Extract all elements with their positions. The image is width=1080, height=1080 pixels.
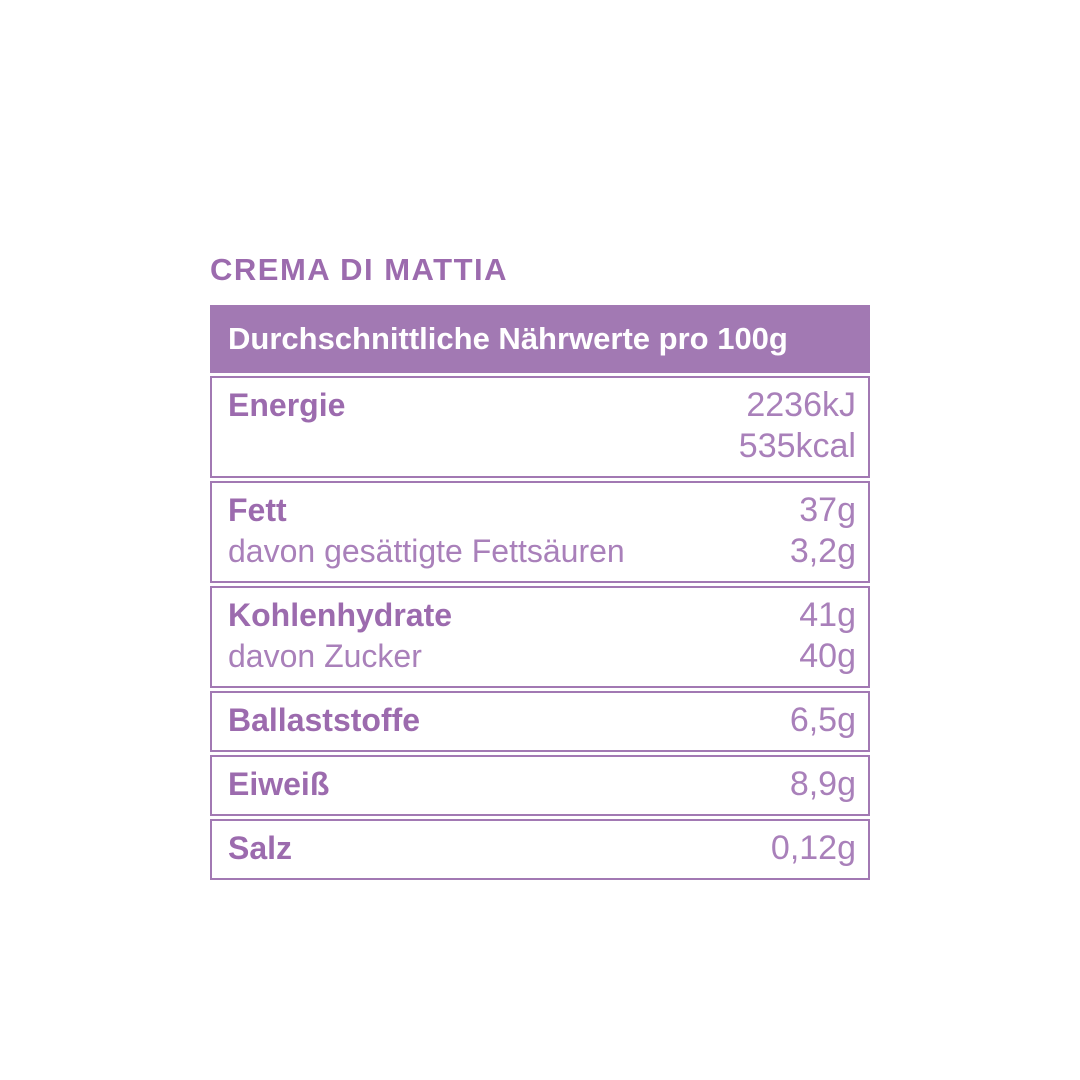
row-line: Energie 2236kJ bbox=[228, 385, 856, 426]
row-line: Salz 0,12g bbox=[228, 828, 856, 869]
row-line: Ballaststoffe 6,5g bbox=[228, 700, 856, 741]
nutrient-label: Ballaststoffe bbox=[228, 702, 421, 738]
nutrient-label: Eiweiß bbox=[228, 766, 330, 802]
row-kohlenhydrate: Kohlenhydrate 41g davon Zucker 40g bbox=[210, 586, 870, 688]
nutrient-value: 2236kJ bbox=[746, 386, 856, 424]
nutrient-label: Salz bbox=[228, 830, 293, 866]
row-line: 535kcal bbox=[228, 426, 856, 467]
nutrition-label: CREMA DI MATTIA Durchschnittliche Nährwe… bbox=[210, 252, 870, 880]
table-header: Durchschnittliche Nährwerte pro 100g bbox=[210, 305, 870, 373]
row-line: Kohlenhydrate 41g bbox=[228, 595, 856, 636]
row-energie: Energie 2236kJ 535kcal bbox=[210, 376, 870, 478]
row-salz: Salz 0,12g bbox=[210, 819, 870, 880]
product-title: CREMA DI MATTIA bbox=[210, 252, 509, 287]
row-ballaststoffe: Ballaststoffe 6,5g bbox=[210, 691, 870, 752]
nutrient-value: 535kcal bbox=[738, 427, 856, 465]
nutrient-label: Energie bbox=[228, 387, 346, 423]
row-line: Eiweiß 8,9g bbox=[228, 764, 856, 805]
row-fett: Fett 37g davon gesättigte Fettsäuren 3,2… bbox=[210, 481, 870, 583]
row-line: davon Zucker 40g bbox=[228, 636, 856, 677]
nutrient-value: 8,9g bbox=[789, 765, 856, 803]
row-line: Fett 37g bbox=[228, 490, 856, 531]
nutrient-label: Kohlenhydrate bbox=[228, 597, 453, 633]
nutrient-value: 0,12g bbox=[770, 829, 856, 867]
nutrient-value: 41g bbox=[799, 596, 856, 634]
nutrient-value: 6,5g bbox=[789, 701, 856, 739]
row-eiweiss: Eiweiß 8,9g bbox=[210, 755, 870, 816]
nutrient-value: 3,2g bbox=[789, 532, 856, 570]
nutrient-label: Fett bbox=[228, 492, 287, 528]
nutrition-table: Durchschnittliche Nährwerte pro 100g Ene… bbox=[210, 305, 870, 880]
nutrient-sublabel: davon gesättigte Fettsäuren bbox=[228, 533, 625, 569]
nutrient-value: 37g bbox=[799, 491, 856, 529]
nutrient-sublabel: davon Zucker bbox=[228, 638, 422, 674]
row-line: davon gesättigte Fettsäuren 3,2g bbox=[228, 531, 856, 572]
nutrient-value: 40g bbox=[799, 637, 856, 675]
